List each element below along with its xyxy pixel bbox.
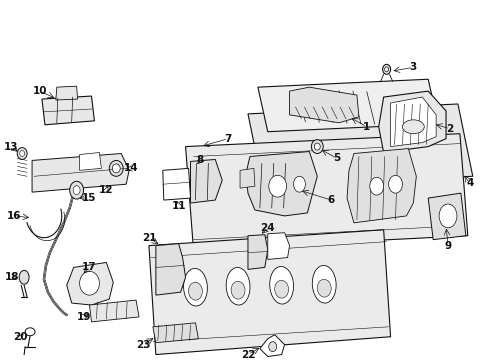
Ellipse shape	[438, 204, 456, 228]
Text: 12: 12	[99, 185, 113, 195]
Text: 10: 10	[33, 86, 47, 96]
Polygon shape	[427, 193, 465, 240]
Ellipse shape	[384, 67, 388, 72]
Text: 23: 23	[136, 339, 150, 350]
Text: 17: 17	[82, 262, 97, 273]
Text: 16: 16	[7, 211, 21, 221]
Polygon shape	[240, 168, 254, 188]
Text: 4: 4	[465, 178, 472, 188]
Polygon shape	[245, 152, 317, 216]
Text: 8: 8	[196, 156, 203, 166]
Ellipse shape	[388, 175, 402, 193]
Ellipse shape	[19, 270, 29, 284]
Ellipse shape	[231, 281, 244, 299]
Polygon shape	[153, 323, 198, 343]
Text: 2: 2	[446, 124, 453, 134]
Polygon shape	[163, 168, 190, 200]
Ellipse shape	[269, 266, 293, 304]
Polygon shape	[185, 134, 467, 249]
Ellipse shape	[382, 64, 390, 74]
Ellipse shape	[268, 175, 286, 197]
Polygon shape	[346, 149, 415, 223]
Ellipse shape	[311, 140, 323, 153]
Polygon shape	[156, 244, 185, 295]
Text: 6: 6	[327, 195, 334, 205]
Polygon shape	[190, 159, 222, 203]
Ellipse shape	[293, 176, 305, 192]
Text: 11: 11	[171, 201, 185, 211]
Text: 14: 14	[123, 163, 138, 174]
Polygon shape	[247, 235, 267, 269]
Polygon shape	[267, 233, 289, 260]
Ellipse shape	[312, 265, 335, 303]
Ellipse shape	[17, 148, 27, 159]
Text: 18: 18	[5, 272, 20, 282]
Ellipse shape	[70, 181, 83, 199]
Polygon shape	[390, 97, 435, 147]
Ellipse shape	[274, 280, 288, 298]
Ellipse shape	[109, 161, 123, 176]
Text: 19: 19	[76, 312, 91, 322]
Ellipse shape	[183, 269, 207, 306]
Text: 9: 9	[444, 240, 450, 251]
Text: 1: 1	[363, 122, 370, 132]
Ellipse shape	[112, 164, 120, 173]
Polygon shape	[257, 79, 437, 132]
Polygon shape	[247, 104, 472, 186]
Text: 13: 13	[4, 141, 19, 152]
Polygon shape	[42, 96, 94, 125]
Ellipse shape	[314, 143, 320, 150]
Text: 22: 22	[240, 350, 255, 360]
Polygon shape	[259, 335, 284, 356]
Polygon shape	[80, 153, 101, 170]
Ellipse shape	[25, 328, 35, 336]
Ellipse shape	[73, 186, 80, 195]
Text: 3: 3	[409, 62, 416, 72]
Ellipse shape	[20, 150, 24, 157]
Polygon shape	[89, 300, 139, 322]
Text: 15: 15	[82, 193, 97, 203]
Polygon shape	[149, 230, 390, 355]
Polygon shape	[32, 153, 129, 192]
Ellipse shape	[268, 342, 276, 352]
Polygon shape	[378, 91, 445, 153]
Polygon shape	[289, 87, 358, 123]
Ellipse shape	[188, 282, 202, 300]
Ellipse shape	[225, 267, 249, 305]
Polygon shape	[56, 86, 78, 100]
Ellipse shape	[402, 120, 424, 134]
Ellipse shape	[369, 177, 383, 195]
Text: 5: 5	[333, 153, 340, 163]
Polygon shape	[66, 262, 113, 305]
Text: 7: 7	[224, 134, 231, 144]
Ellipse shape	[317, 279, 330, 297]
Ellipse shape	[80, 271, 99, 295]
Text: 24: 24	[260, 223, 275, 233]
Text: 21: 21	[142, 233, 156, 243]
Text: 20: 20	[13, 332, 27, 342]
